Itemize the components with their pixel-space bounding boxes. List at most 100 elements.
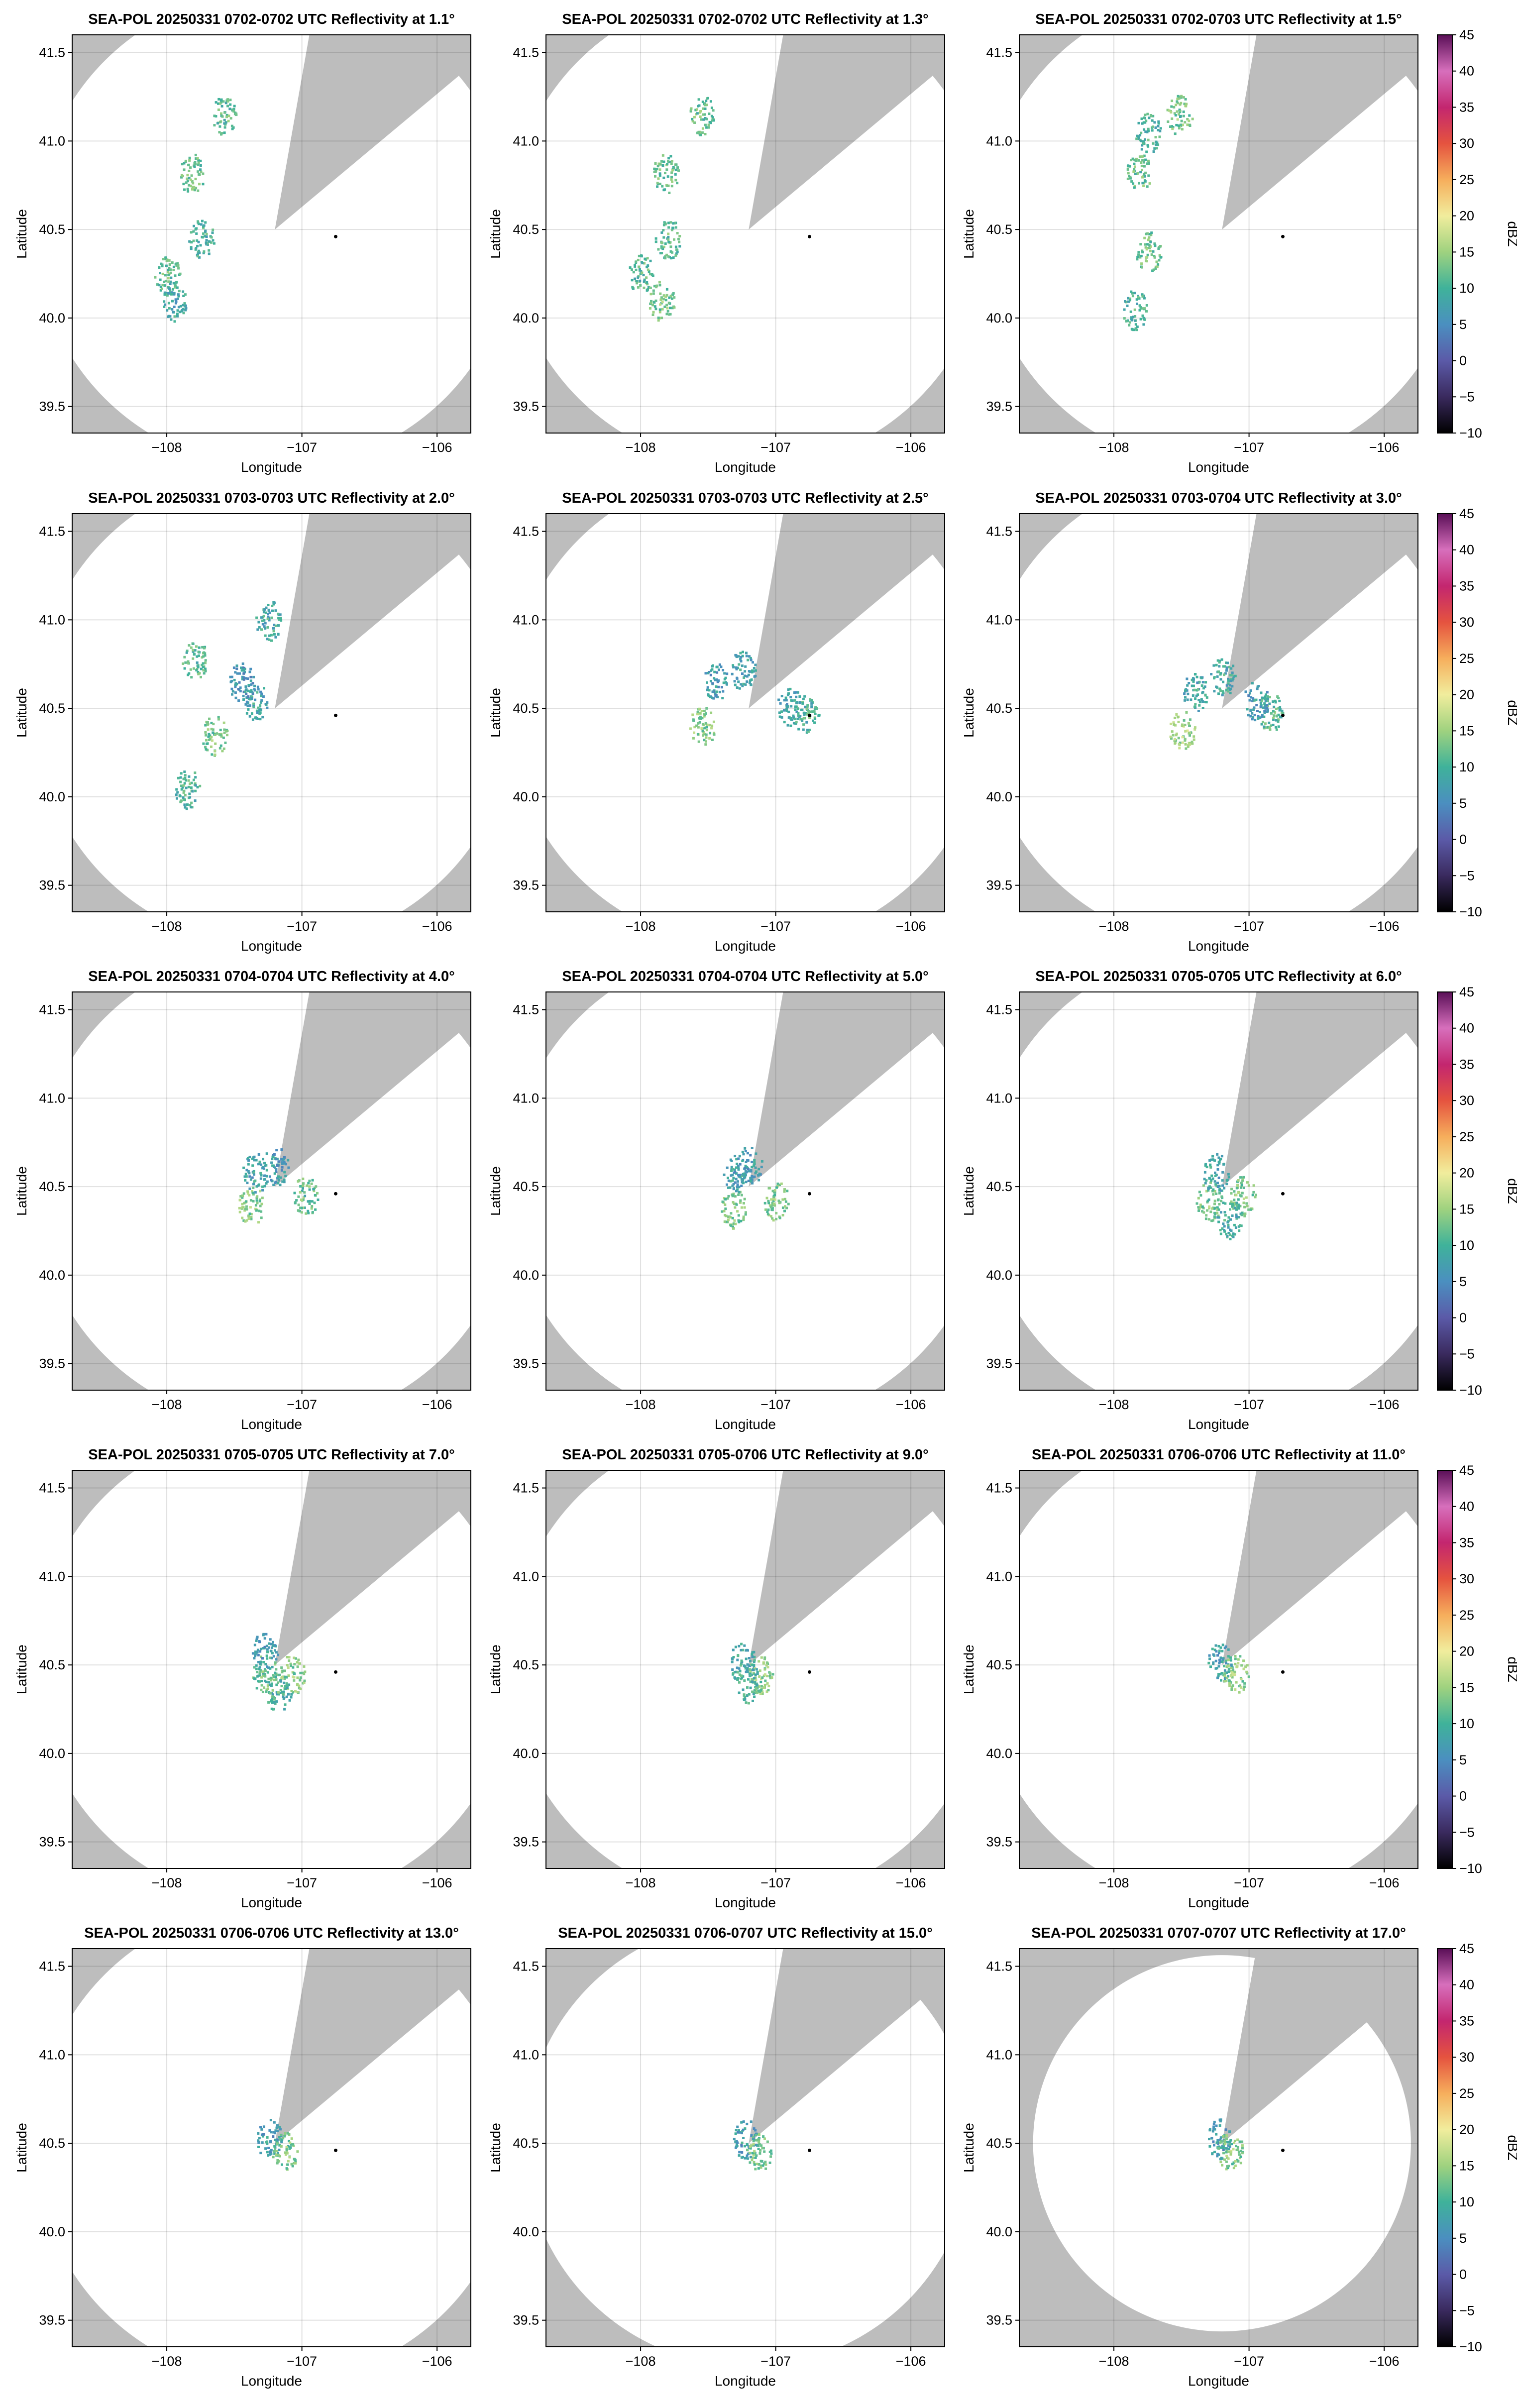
echo-pixel bbox=[1230, 1188, 1233, 1191]
echo-pixel bbox=[1143, 165, 1146, 168]
radar-coverage-area bbox=[1019, 35, 1418, 433]
x-tick-label: −106 bbox=[422, 919, 452, 934]
echo-pixel bbox=[268, 1646, 271, 1649]
echo-pixel bbox=[280, 2145, 283, 2148]
echo-pixel bbox=[188, 644, 191, 647]
echo-pixel bbox=[662, 176, 665, 179]
echo-pixel bbox=[758, 1669, 761, 1672]
echo-pixel bbox=[187, 660, 190, 663]
echo-pixel bbox=[252, 1183, 255, 1186]
echo-pixel bbox=[285, 2148, 288, 2151]
echo-pixel bbox=[1160, 256, 1163, 259]
echo-pixel bbox=[194, 782, 197, 785]
echo-pixel bbox=[670, 160, 673, 163]
echo-pixel bbox=[754, 1681, 757, 1684]
echo-pixel bbox=[1227, 1176, 1230, 1179]
colorbar-tick-label: 10 bbox=[1459, 1716, 1474, 1731]
echo-pixel bbox=[1157, 263, 1160, 266]
echo-pixel bbox=[678, 240, 681, 243]
echo-pixel bbox=[761, 1676, 764, 1679]
echo-pixel bbox=[312, 1188, 315, 1191]
echo-pixel bbox=[194, 784, 197, 787]
echo-pixel bbox=[1218, 1658, 1221, 1661]
echo-pixel bbox=[167, 302, 170, 305]
echo-pixel bbox=[245, 700, 248, 703]
echo-pixel bbox=[735, 1670, 738, 1673]
echo-pixel bbox=[673, 238, 675, 241]
echo-pixel bbox=[1181, 741, 1184, 744]
echo-pixel bbox=[1178, 109, 1181, 111]
echo-pixel bbox=[758, 1685, 760, 1688]
echo-pixel bbox=[258, 1209, 261, 1212]
echo-pixel bbox=[701, 131, 704, 134]
echo-pixel bbox=[707, 126, 710, 129]
echo-pixel bbox=[1227, 687, 1230, 690]
echo-pixel bbox=[723, 672, 726, 675]
echo-pixel bbox=[1272, 718, 1275, 721]
colorbar-label: dBZ bbox=[1505, 1656, 1517, 1682]
echo-pixel bbox=[794, 708, 797, 711]
echo-pixel bbox=[747, 2145, 750, 2148]
echo-pixel bbox=[712, 119, 715, 122]
echo-pixel bbox=[273, 2145, 276, 2148]
y-tick-label: 41.0 bbox=[39, 2047, 65, 2062]
echo-pixel bbox=[193, 224, 195, 227]
echo-pixel bbox=[303, 1191, 306, 1194]
echo-pixel bbox=[750, 1168, 753, 1171]
echo-pixel bbox=[727, 1218, 730, 1221]
echo-pixel bbox=[184, 806, 187, 809]
echo-pixel bbox=[259, 704, 262, 707]
echo-pixel bbox=[720, 665, 723, 668]
echo-pixel bbox=[802, 723, 805, 726]
panel-title: SEA-POL 20250331 0703-0703 UTC Reflectiv… bbox=[562, 490, 928, 506]
echo-pixel bbox=[738, 1667, 741, 1670]
y-tick-label: 40.0 bbox=[513, 1268, 539, 1283]
echo-pixel bbox=[1219, 1211, 1222, 1214]
echo-pixel bbox=[1156, 265, 1159, 268]
echo-pixel bbox=[197, 222, 200, 225]
echo-pixel bbox=[670, 171, 673, 174]
echo-pixel bbox=[767, 1187, 770, 1190]
echo-pixel bbox=[241, 662, 244, 665]
echo-pixel bbox=[748, 1170, 751, 1173]
echo-pixel bbox=[744, 1176, 747, 1179]
echo-pixel bbox=[647, 268, 650, 271]
echo-pixel bbox=[1184, 689, 1187, 692]
echo-pixel bbox=[758, 2133, 760, 2136]
echo-pixel bbox=[1205, 1190, 1208, 1193]
echo-pixel bbox=[169, 268, 172, 271]
echo-pixel bbox=[1225, 661, 1227, 664]
echo-pixel bbox=[159, 272, 161, 275]
echo-pixel bbox=[660, 296, 663, 299]
echo-pixel bbox=[1224, 1680, 1227, 1682]
echo-pixel bbox=[753, 1164, 756, 1167]
echo-pixel bbox=[770, 1198, 773, 1201]
echo-pixel bbox=[695, 113, 698, 115]
echo-pixel bbox=[185, 807, 188, 810]
echo-pixel bbox=[289, 1662, 292, 1665]
x-tick-label: −108 bbox=[626, 2354, 656, 2369]
echo-pixel bbox=[1184, 743, 1187, 746]
echo-pixel bbox=[761, 2147, 764, 2150]
echo-pixel bbox=[230, 124, 233, 127]
radar-panel: −108 −107 −10639.540.040.541.041.5Longitud… bbox=[961, 11, 1418, 475]
echo-pixel bbox=[713, 677, 716, 680]
echo-pixel bbox=[1126, 304, 1129, 307]
echo-pixel bbox=[771, 1673, 774, 1676]
echo-pixel bbox=[1175, 713, 1178, 716]
echo-pixel bbox=[641, 271, 644, 274]
echo-pixel bbox=[1141, 159, 1144, 162]
echo-pixel bbox=[1218, 1192, 1221, 1195]
echo-pixel bbox=[711, 116, 714, 119]
echo-pixel bbox=[1213, 1159, 1216, 1162]
echo-pixel bbox=[1191, 678, 1193, 681]
echo-pixel bbox=[662, 223, 665, 226]
echo-pixel bbox=[751, 1678, 754, 1681]
echo-pixel bbox=[745, 1670, 748, 1673]
echo-pixel bbox=[718, 668, 720, 671]
echo-pixel bbox=[770, 1215, 772, 1218]
echo-pixel bbox=[771, 1208, 774, 1211]
echo-pixel bbox=[240, 669, 243, 672]
echo-pixel bbox=[745, 655, 748, 657]
echo-pixel bbox=[1197, 1197, 1200, 1200]
